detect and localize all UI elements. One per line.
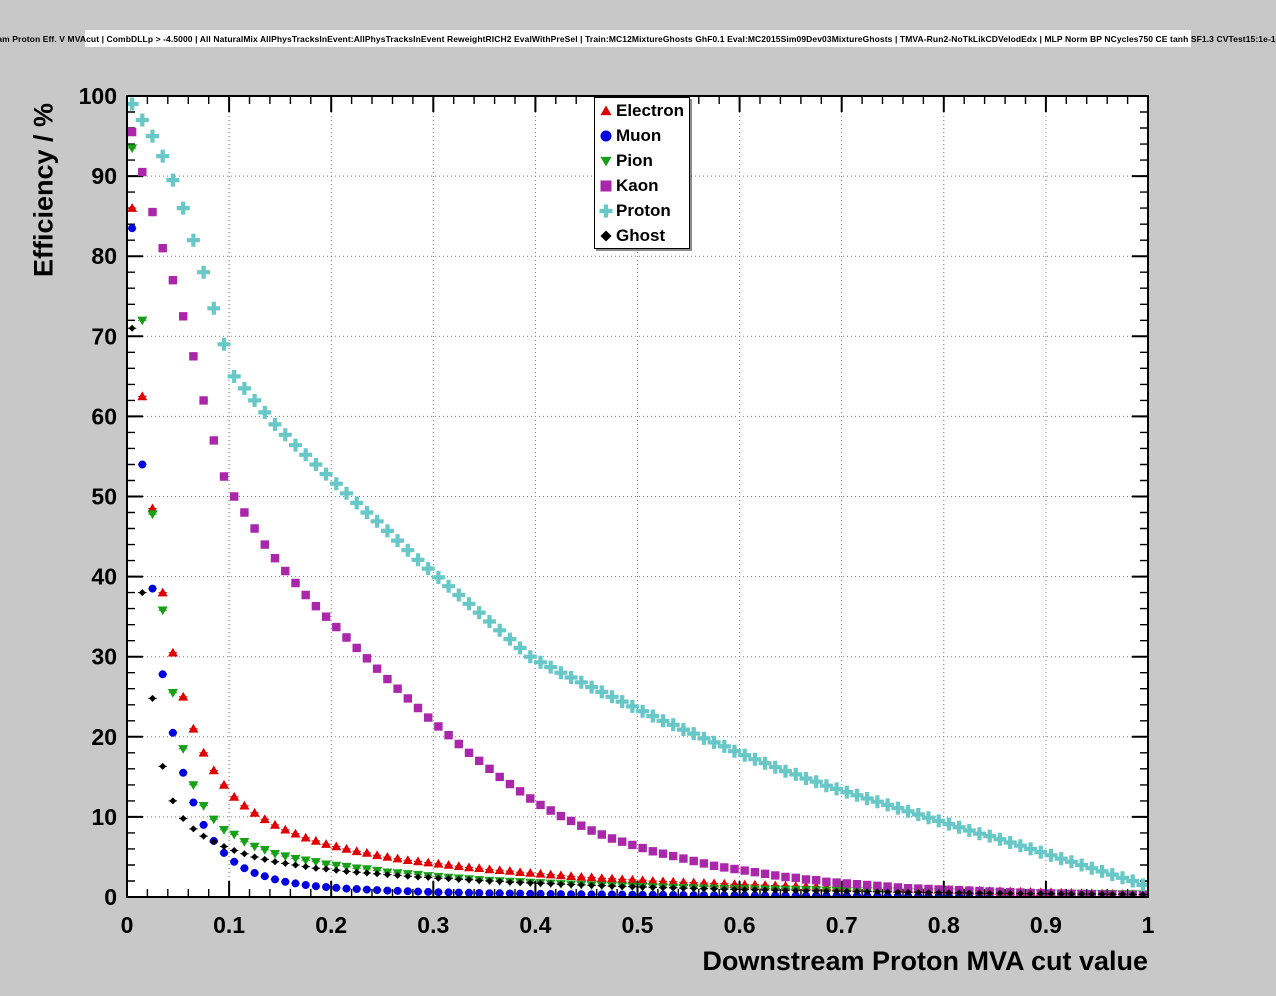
legend-item-electron: Electron [595, 98, 689, 123]
svg-text:0.7: 0.7 [826, 912, 858, 938]
legend-label: Proton [616, 200, 671, 220]
plot-frame [126, 95, 1149, 898]
svg-text:0.5: 0.5 [622, 912, 654, 938]
legend-item-proton: Proton [595, 198, 689, 223]
series-layer [127, 97, 1148, 897]
svg-text:70: 70 [91, 323, 117, 349]
legend-label: Kaon [616, 175, 659, 195]
series-ghost [127, 324, 1148, 897]
x-tick-labels: 0 0.1 0.2 0.3 0.4 0.5 0.6 0.7 0.8 0.9 1 [121, 912, 1155, 938]
gridlines [127, 96, 1148, 897]
legend-label: Muon [616, 125, 662, 145]
svg-text:0.3: 0.3 [417, 912, 449, 938]
svg-text:0.6: 0.6 [724, 912, 756, 938]
svg-text:0: 0 [121, 912, 134, 938]
svg-text:1: 1 [1142, 912, 1155, 938]
legend-label: Ghost [616, 225, 666, 245]
svg-text:30: 30 [91, 644, 117, 670]
svg-text:40: 40 [91, 564, 117, 590]
svg-text:0: 0 [104, 884, 117, 910]
svg-text:0.2: 0.2 [315, 912, 347, 938]
legend-item-muon: Muon [595, 123, 689, 148]
legend-label: Electron [616, 100, 685, 120]
legend-item-kaon: Kaon [595, 173, 689, 198]
legend-label: Pion [616, 150, 653, 170]
svg-text:0.1: 0.1 [213, 912, 245, 938]
legend-item-ghost: Ghost [595, 223, 689, 248]
plot-title: Downstream Proton Eff. V MVAcut | CombDL… [0, 33, 1276, 44]
svg-text:100: 100 [79, 83, 117, 109]
y-tick-labels: 0 10 20 30 40 50 60 70 80 90 100 [79, 83, 117, 910]
triangle-down-icon [600, 156, 612, 166]
triangle-up-icon [600, 105, 612, 115]
svg-text:80: 80 [91, 243, 117, 269]
svg-text:0.4: 0.4 [519, 912, 551, 938]
y-axis-title: Efficiency / % [28, 102, 59, 278]
square-icon [600, 180, 612, 191]
svg-text:20: 20 [91, 724, 117, 750]
x-axis-title: Downstream Proton MVA cut value [702, 946, 1148, 976]
title-pave: Downstream Proton Eff. V MVAcut | CombDL… [0, 30, 1276, 47]
svg-text:60: 60 [91, 403, 117, 429]
circle-icon [600, 130, 612, 141]
svg-text:90: 90 [91, 163, 117, 189]
cross-icon [599, 204, 613, 217]
svg-text:10: 10 [91, 804, 117, 830]
series-proton [127, 97, 1148, 892]
svg-text:50: 50 [91, 484, 117, 510]
svg-text:0.9: 0.9 [1030, 912, 1062, 938]
svg-text:0.8: 0.8 [928, 912, 960, 938]
legend-item-pion: Pion [595, 148, 689, 173]
legend-box: Electron Muon Pion Kaon Proton Ghost [594, 97, 690, 249]
diamond-icon [600, 230, 612, 241]
